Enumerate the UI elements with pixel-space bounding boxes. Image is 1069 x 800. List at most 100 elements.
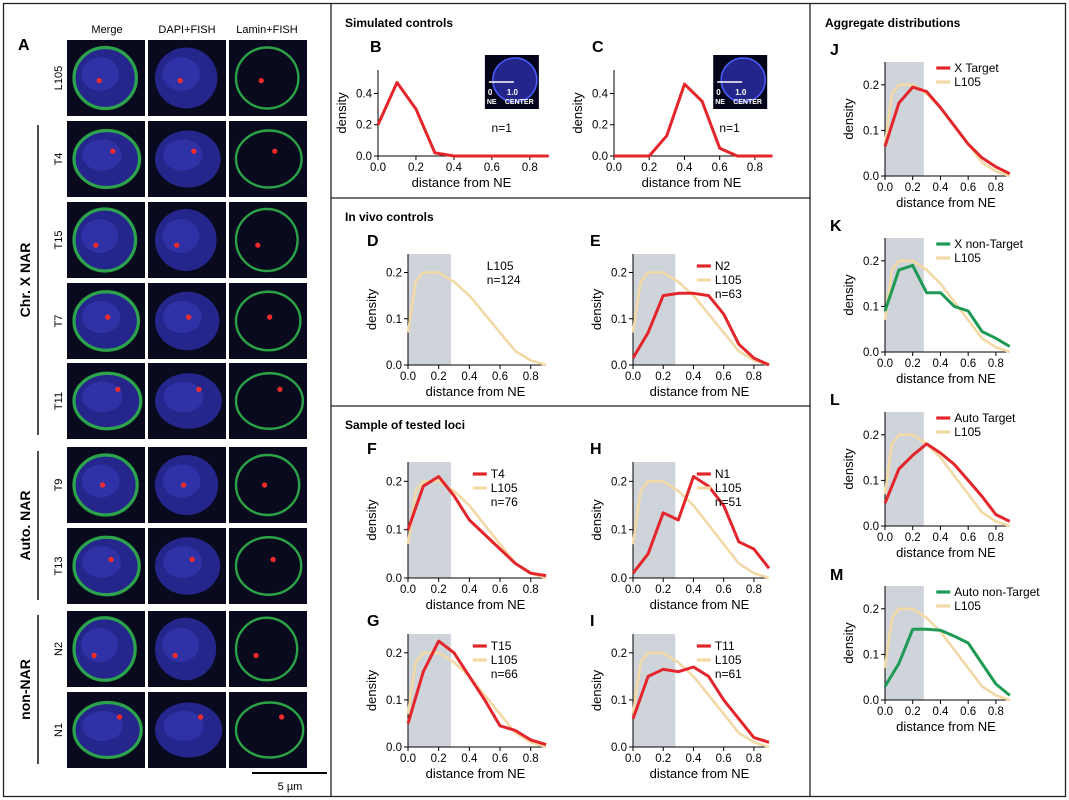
- legend-entry: X non-Target: [954, 237, 1023, 251]
- sample-size-label: n=61: [715, 667, 742, 681]
- legend-entry: L105: [491, 481, 518, 495]
- panel-letter: C: [592, 39, 604, 56]
- row-label: T7: [53, 315, 65, 328]
- sample-size-label: n=124: [487, 273, 521, 287]
- lamin-ring: [234, 453, 301, 517]
- x-tick-label: 0.8: [746, 753, 762, 765]
- series-line-n1: [631, 475, 771, 575]
- panel-letter: F: [367, 441, 377, 458]
- panel-letter: H: [590, 441, 602, 458]
- x-tick-label: 0.2: [905, 706, 921, 718]
- nucleus-texture: [81, 300, 121, 334]
- lamin-ring: [72, 616, 137, 682]
- series-line-n2: [631, 291, 770, 367]
- fish-spot: [100, 482, 106, 488]
- series-line-l105: [631, 271, 770, 367]
- legend-entry: L105: [954, 599, 981, 613]
- sample-size-label: n=66: [491, 667, 518, 681]
- inset-label-ne: NE: [487, 99, 497, 106]
- x-tick-label: 0.0: [400, 584, 416, 596]
- panel-letter: D: [367, 233, 379, 250]
- inset-label-center: CENTER: [733, 99, 762, 106]
- y-axis-label: density: [589, 288, 604, 330]
- group-label: Auto. NAR: [17, 491, 33, 561]
- y-tick-label: 0.0: [386, 742, 402, 754]
- micrograph-tile: [229, 692, 307, 768]
- simulated-ring: [720, 57, 766, 103]
- panel-letter: B: [370, 39, 382, 56]
- y-tick-label: 0.2: [863, 256, 879, 268]
- x-axis-label: distance from NE: [426, 384, 526, 399]
- x-tick-label: 0.2: [905, 182, 921, 194]
- fish-spot: [115, 386, 121, 392]
- x-tick-label: 0.6: [716, 584, 732, 596]
- fish-spot: [258, 78, 264, 84]
- x-tick-label: 0.0: [370, 162, 386, 174]
- row-label: T4: [53, 153, 65, 166]
- nucleus-texture: [82, 546, 122, 578]
- nucleus-texture: [162, 464, 201, 498]
- fish-spot: [196, 386, 202, 392]
- legend-entry: N2: [715, 259, 731, 273]
- y-tick-label: 0.1: [386, 695, 402, 707]
- x-axis-label: distance from NE: [650, 766, 750, 781]
- x-tick-label: 0.8: [988, 532, 1004, 544]
- x-tick-label: 0.0: [877, 358, 893, 370]
- scalebar-label: 5 µm: [278, 781, 303, 793]
- legend-entry: N1: [715, 467, 731, 481]
- panel-letter: K: [830, 218, 842, 235]
- fish-spot: [181, 482, 187, 488]
- group-label: Chr. X NAR: [17, 243, 33, 318]
- y-tick-label: 0.0: [863, 521, 879, 533]
- x-tick-label: 0.0: [877, 182, 893, 194]
- simulated-ring: [492, 57, 538, 103]
- y-tick-label: 0.4: [592, 88, 609, 100]
- micrograph-tile: [229, 363, 307, 439]
- fish-spot: [272, 148, 278, 154]
- x-tick-label: 0.2: [905, 358, 921, 370]
- inset-label-ne: NE: [715, 99, 725, 106]
- x-tick-label: 0.2: [655, 753, 671, 765]
- micrograph-tile: [229, 528, 307, 604]
- legend-entry: X Target: [954, 61, 999, 75]
- fish-spot: [270, 556, 276, 563]
- fish-spot: [110, 148, 116, 154]
- x-tick-label: 0.6: [492, 753, 508, 765]
- panel-letter: J: [830, 42, 839, 59]
- x-tick-label: 0.4: [932, 532, 949, 544]
- x-tick-label: 0.4: [446, 162, 463, 174]
- x-tick-label: 0.0: [877, 532, 893, 544]
- y-tick-label: 0.2: [386, 476, 402, 488]
- nucleus-texture: [81, 464, 120, 498]
- fish-spot: [174, 242, 180, 248]
- section-title-simulated: Simulated controls: [345, 16, 453, 30]
- legend-entry: Auto Target: [954, 411, 1016, 425]
- x-tick-label: 0.2: [905, 532, 921, 544]
- section-title-aggregate: Aggregate distributions: [825, 16, 961, 30]
- lamin-ring: [72, 128, 142, 190]
- nucleus-texture: [163, 139, 203, 171]
- y-tick-label: 0.1: [863, 125, 879, 137]
- x-tick-label: 0.8: [988, 358, 1004, 370]
- lamin-ring: [234, 372, 305, 430]
- charts-layer: B 0.0 0.2 0.4 0.6 0.8 0.0 0.2 0.4 distance from N…: [334, 39, 1040, 781]
- nucleus-texture: [82, 381, 123, 413]
- x-tick-label: 0.0: [606, 162, 622, 174]
- y-axis-label: density: [841, 98, 856, 140]
- y-axis-label: density: [364, 288, 379, 330]
- x-tick-label: 0.2: [641, 162, 657, 174]
- series-line-profile: [614, 82, 773, 158]
- series-line-t4: [406, 475, 547, 578]
- nucleus-texture: [162, 57, 200, 91]
- legend-entry: L105: [954, 251, 981, 265]
- group-label: non-NAR: [17, 659, 33, 720]
- lamin-ring: [234, 616, 299, 682]
- y-axis-label: density: [589, 499, 604, 541]
- y-tick-label: 0.0: [611, 360, 627, 372]
- y-tick-label: 0.0: [356, 151, 372, 163]
- near-ne-shading: [408, 254, 451, 365]
